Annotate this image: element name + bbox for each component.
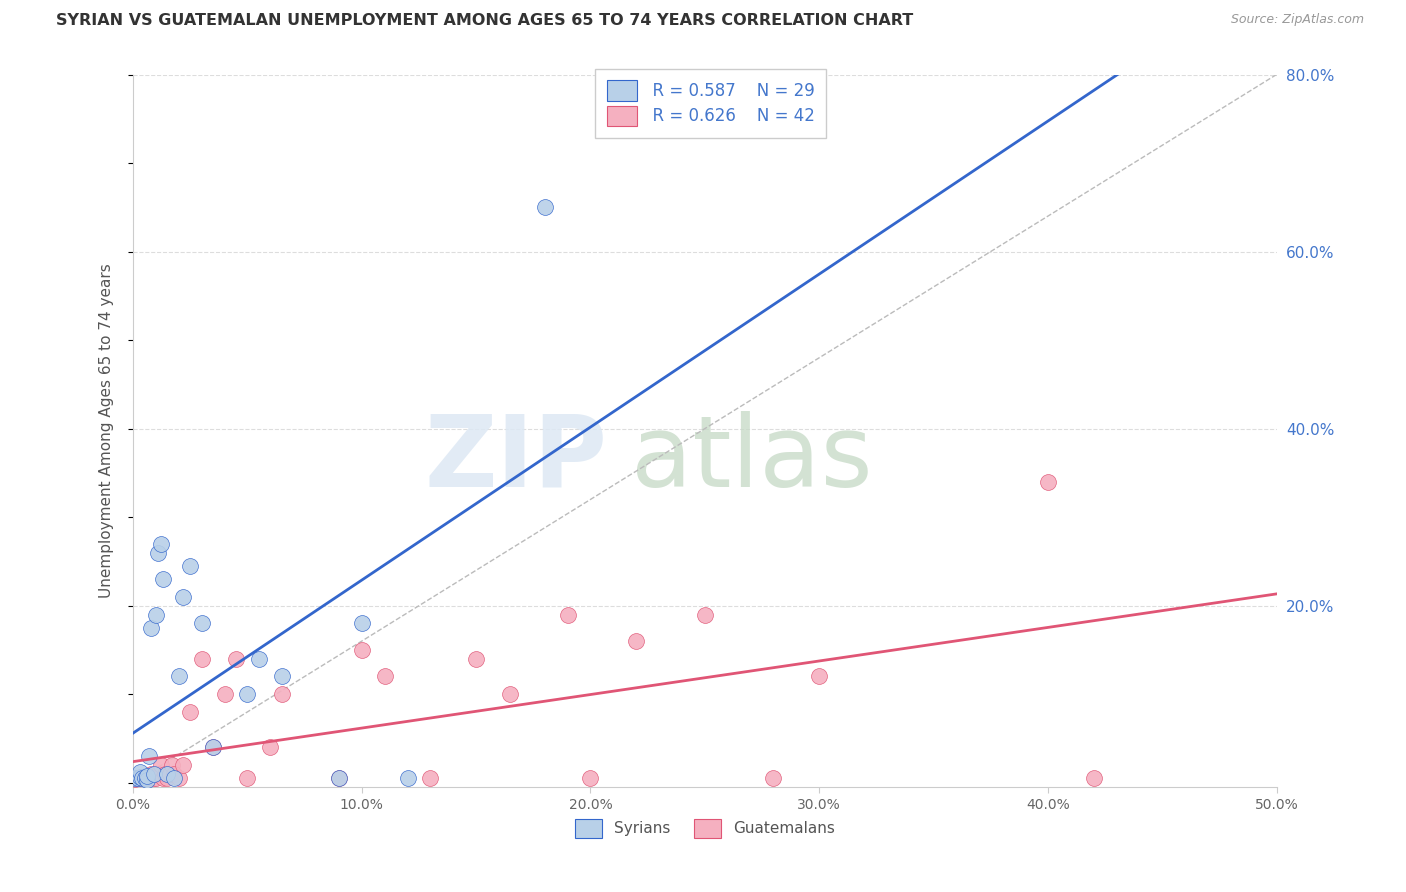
- Point: [159, 767, 181, 781]
- Point: [270, 669, 292, 683]
- Point: [328, 772, 350, 786]
- Point: [225, 652, 247, 666]
- Point: [149, 758, 172, 772]
- Point: [149, 537, 172, 551]
- Point: [626, 634, 648, 648]
- Point: [142, 767, 165, 781]
- Point: [374, 669, 396, 683]
- Point: [202, 740, 225, 755]
- Point: [134, 772, 156, 786]
- Point: [202, 740, 225, 755]
- Y-axis label: Unemployment Among Ages 65 to 74 years: Unemployment Among Ages 65 to 74 years: [100, 263, 114, 599]
- Point: [153, 767, 176, 781]
- Point: [236, 772, 259, 786]
- Point: [131, 771, 153, 785]
- Point: [134, 772, 156, 786]
- Point: [129, 772, 152, 786]
- Point: [328, 772, 350, 786]
- Point: [190, 616, 212, 631]
- Point: [167, 669, 190, 683]
- Point: [160, 758, 183, 772]
- Point: [214, 687, 236, 701]
- Point: [152, 572, 174, 586]
- Point: [145, 607, 167, 622]
- Point: [141, 767, 163, 781]
- Point: [148, 767, 170, 781]
- Text: Source: ZipAtlas.com: Source: ZipAtlas.com: [1230, 13, 1364, 27]
- Point: [145, 772, 167, 786]
- Point: [179, 558, 201, 573]
- Point: [808, 669, 831, 683]
- Point: [135, 769, 157, 783]
- Point: [247, 652, 270, 666]
- Point: [179, 705, 201, 719]
- Point: [190, 652, 212, 666]
- Point: [236, 687, 259, 701]
- Point: [131, 772, 153, 786]
- Point: [148, 545, 170, 559]
- Point: [127, 772, 149, 786]
- Point: [1083, 772, 1105, 786]
- Point: [172, 758, 194, 772]
- Point: [167, 772, 190, 786]
- Point: [129, 770, 152, 784]
- Text: SYRIAN VS GUATEMALAN UNEMPLOYMENT AMONG AGES 65 TO 74 YEARS CORRELATION CHART: SYRIAN VS GUATEMALAN UNEMPLOYMENT AMONG …: [56, 13, 914, 29]
- Text: ZIP: ZIP: [425, 411, 607, 508]
- Text: atlas: atlas: [630, 411, 872, 508]
- Point: [1036, 475, 1059, 489]
- Legend: Syrians, Guatemalans: Syrians, Guatemalans: [568, 813, 841, 844]
- Point: [419, 772, 441, 786]
- Point: [396, 772, 419, 786]
- Point: [124, 772, 146, 786]
- Point: [124, 772, 146, 787]
- Point: [579, 772, 602, 786]
- Point: [141, 621, 163, 635]
- Point: [152, 772, 174, 786]
- Point: [127, 772, 149, 786]
- Point: [156, 772, 179, 786]
- Point: [762, 772, 785, 786]
- Point: [693, 607, 716, 622]
- Point: [163, 772, 186, 786]
- Point: [499, 687, 522, 701]
- Point: [465, 652, 488, 666]
- Point: [172, 590, 194, 604]
- Point: [138, 749, 160, 764]
- Point: [270, 687, 292, 701]
- Point: [163, 767, 186, 781]
- Point: [156, 767, 179, 781]
- Point: [259, 740, 281, 755]
- Point: [135, 769, 157, 783]
- Point: [138, 772, 160, 786]
- Point: [129, 765, 152, 780]
- Point: [350, 643, 373, 657]
- Point: [350, 616, 373, 631]
- Point: [557, 607, 579, 622]
- Point: [533, 200, 555, 214]
- Point: [142, 772, 165, 786]
- Point: [135, 773, 157, 788]
